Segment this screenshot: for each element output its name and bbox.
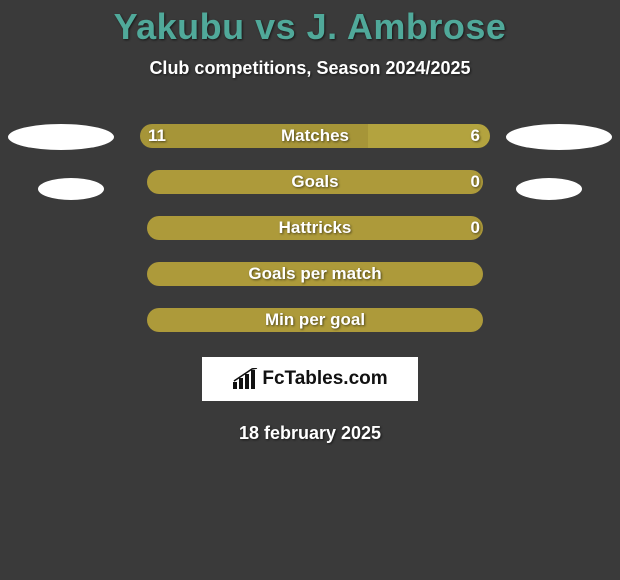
brand-chart-icon xyxy=(232,368,258,390)
headline: Yakubu vs J. Ambrose xyxy=(0,6,620,48)
brand-badge: FcTables.com xyxy=(202,357,418,401)
bar-segment-full xyxy=(147,216,483,240)
bar-segment-left xyxy=(140,124,368,148)
ellipse-icon xyxy=(516,178,582,200)
stat-row: Min per goal xyxy=(0,297,620,343)
footer-date: 18 february 2025 xyxy=(0,423,620,444)
ellipse-icon xyxy=(506,124,612,150)
ellipse-icon xyxy=(8,124,114,150)
bar-track xyxy=(140,308,490,332)
bar-track xyxy=(140,262,490,286)
brand-text: FcTables.com xyxy=(262,368,387,390)
comparison-card: Yakubu vs J. Ambrose Club competitions, … xyxy=(0,0,620,580)
bar-track xyxy=(140,216,490,240)
stat-row: Goals per match xyxy=(0,251,620,297)
bar-track xyxy=(140,124,490,148)
ellipse-icon xyxy=(38,178,104,200)
bar-segment-full xyxy=(147,308,483,332)
bar-segment-full xyxy=(147,262,483,286)
subtitle: Club competitions, Season 2024/2025 xyxy=(0,58,620,79)
stat-row: Hattricks0 xyxy=(0,205,620,251)
bar-segment-right xyxy=(368,124,491,148)
bar-segment-full xyxy=(147,170,483,194)
bar-track xyxy=(140,170,490,194)
